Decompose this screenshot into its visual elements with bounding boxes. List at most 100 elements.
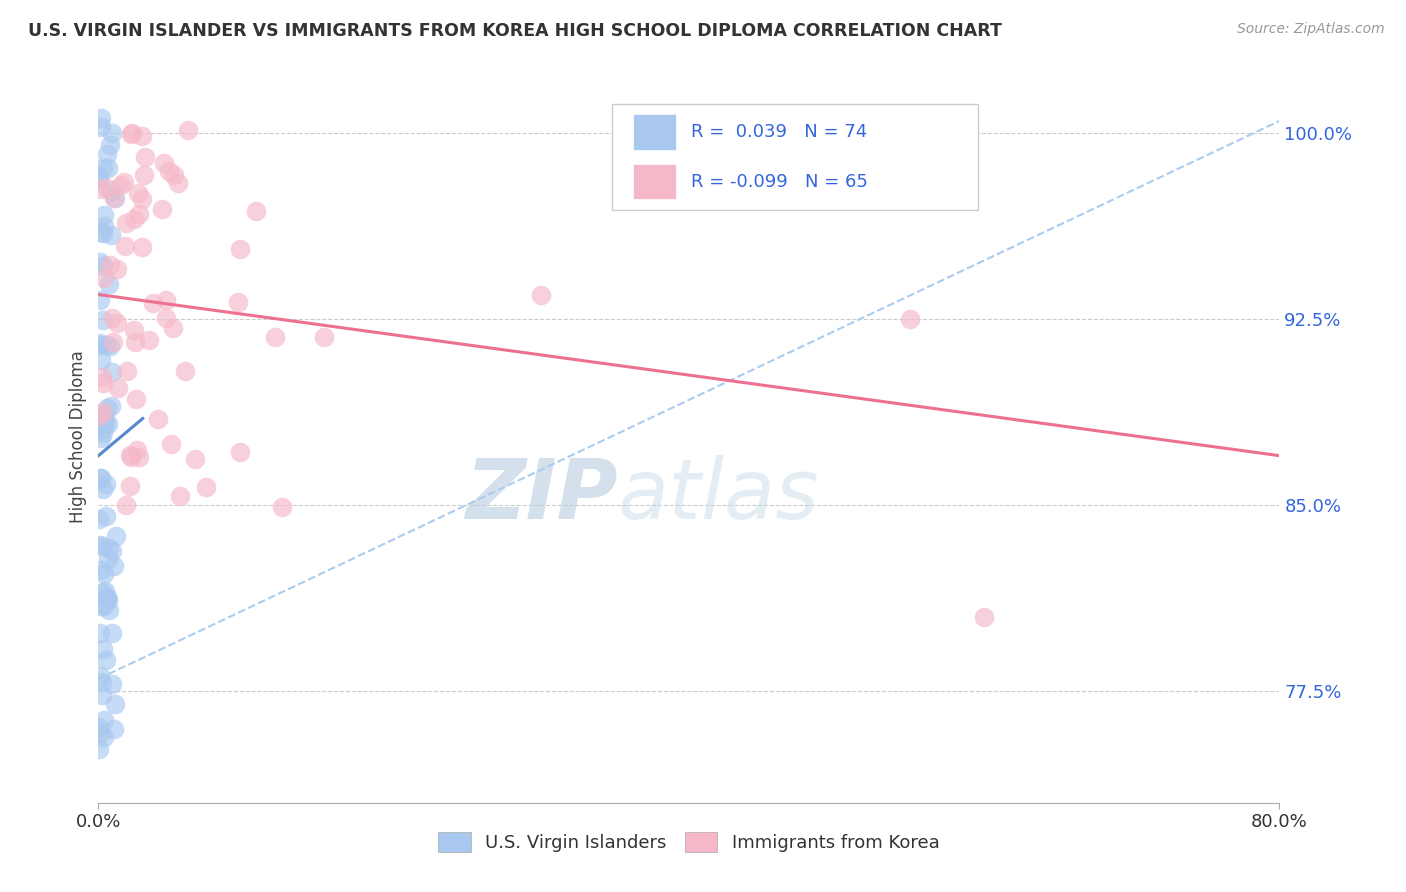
Point [131, 240, 153, 254]
Point [110, 178, 132, 192]
Point [98, 138, 121, 153]
Point [89, 182, 111, 196]
Point [96, 338, 118, 352]
Point [87, 409, 110, 424]
Point [100, 399, 122, 413]
Point [94, 509, 117, 524]
Point [530, 287, 553, 301]
Point [96, 590, 118, 604]
Point [104, 191, 127, 205]
Point [121, 126, 143, 140]
Point [91, 425, 114, 440]
Point [103, 559, 125, 574]
Point [120, 449, 142, 463]
Point [87, 741, 110, 756]
Point [94, 653, 117, 667]
Point [107, 261, 129, 276]
Point [90, 563, 112, 577]
Point [173, 364, 195, 378]
Legend: U.S. Virgin Islanders, Immigrants from Korea: U.S. Virgin Islanders, Immigrants from K… [432, 824, 946, 860]
Point [125, 443, 148, 458]
Point [128, 450, 150, 464]
Point [127, 186, 149, 200]
Point [122, 323, 145, 337]
Point [94, 418, 117, 433]
Point [96, 161, 118, 175]
Point [104, 528, 127, 542]
Point [229, 243, 252, 257]
Point [152, 156, 174, 170]
Point [103, 723, 125, 737]
Point [105, 316, 128, 330]
Text: R = -0.099   N = 65: R = -0.099 N = 65 [692, 173, 868, 191]
Point [93, 730, 115, 744]
Point [264, 330, 287, 344]
Point [91, 259, 114, 273]
Point [89, 255, 111, 269]
Point [98, 258, 121, 272]
Point [89, 512, 111, 526]
Point [120, 450, 142, 465]
Point [89, 335, 111, 350]
Point [93, 599, 115, 614]
Point [107, 381, 129, 395]
Text: U.S. VIRGIN ISLANDER VS IMMIGRANTS FROM KOREA HIGH SCHOOL DIPLOMA CORRELATION CH: U.S. VIRGIN ISLANDER VS IMMIGRANTS FROM … [28, 22, 1002, 40]
Point [973, 610, 995, 624]
Point [101, 676, 124, 690]
Point [118, 479, 141, 493]
Point [131, 192, 153, 206]
Point [146, 412, 169, 426]
Point [94, 477, 117, 491]
Point [96, 591, 118, 606]
Point [134, 150, 156, 164]
Point [101, 543, 124, 558]
Point [89, 626, 111, 640]
Point [90, 540, 112, 554]
Point [120, 128, 142, 142]
Point [103, 191, 125, 205]
Point [122, 212, 145, 227]
Point [87, 720, 110, 734]
Point [245, 204, 267, 219]
Point [101, 365, 124, 379]
Y-axis label: High School Diploma: High School Diploma [69, 351, 87, 524]
Point [100, 126, 122, 140]
Point [157, 164, 180, 178]
Point [115, 364, 138, 378]
Point [90, 599, 112, 613]
Point [90, 353, 112, 368]
Point [155, 293, 177, 307]
Point [97, 593, 120, 607]
Point [90, 688, 112, 702]
Text: atlas: atlas [619, 455, 820, 536]
Point [101, 334, 124, 349]
Point [91, 313, 114, 327]
Point [155, 311, 177, 326]
Point [97, 417, 120, 431]
Point [132, 168, 155, 182]
Point [131, 129, 153, 144]
Point [101, 310, 124, 325]
Point [97, 541, 120, 556]
Point [93, 713, 115, 727]
Point [91, 585, 114, 599]
Point [100, 228, 122, 243]
Point [91, 161, 114, 175]
Point [89, 669, 111, 683]
Point [101, 626, 124, 640]
Text: Source: ZipAtlas.com: Source: ZipAtlas.com [1237, 22, 1385, 37]
Point [90, 431, 112, 445]
Point [114, 239, 136, 253]
Point [104, 697, 127, 711]
Point [96, 401, 118, 415]
Point [98, 603, 121, 617]
Point [100, 185, 122, 199]
Point [97, 552, 120, 566]
Point [90, 111, 112, 125]
FancyBboxPatch shape [634, 114, 676, 150]
Point [124, 334, 146, 349]
Point [91, 409, 114, 424]
Point [194, 480, 217, 494]
FancyBboxPatch shape [612, 104, 979, 211]
Point [90, 471, 112, 485]
